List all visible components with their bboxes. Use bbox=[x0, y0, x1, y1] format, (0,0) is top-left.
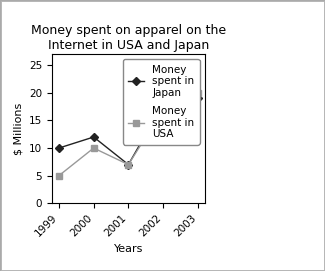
Money
spent in
USA bbox=[126, 163, 130, 166]
Y-axis label: $ Millions: $ Millions bbox=[13, 103, 23, 155]
Money
spent in
Japan bbox=[126, 163, 130, 166]
Money
spent in
USA bbox=[57, 174, 61, 177]
Money
spent in
USA bbox=[92, 146, 96, 150]
Money
spent in
USA bbox=[161, 108, 165, 111]
Money
spent in
Japan bbox=[57, 146, 61, 150]
Title: Money spent on apparel on the
Internet in USA and Japan: Money spent on apparel on the Internet i… bbox=[31, 24, 226, 52]
Line: Money
spent in
USA: Money spent in USA bbox=[56, 90, 201, 178]
Line: Money
spent in
Japan: Money spent in Japan bbox=[56, 96, 201, 167]
Legend: Money
spent in
Japan, Money
spent in
USA: Money spent in Japan, Money spent in USA bbox=[123, 59, 200, 144]
Money
spent in
USA bbox=[196, 91, 200, 95]
X-axis label: Years: Years bbox=[114, 244, 143, 254]
Money
spent in
Japan bbox=[161, 102, 165, 105]
Money
spent in
Japan bbox=[196, 97, 200, 100]
Money
spent in
Japan bbox=[92, 136, 96, 139]
